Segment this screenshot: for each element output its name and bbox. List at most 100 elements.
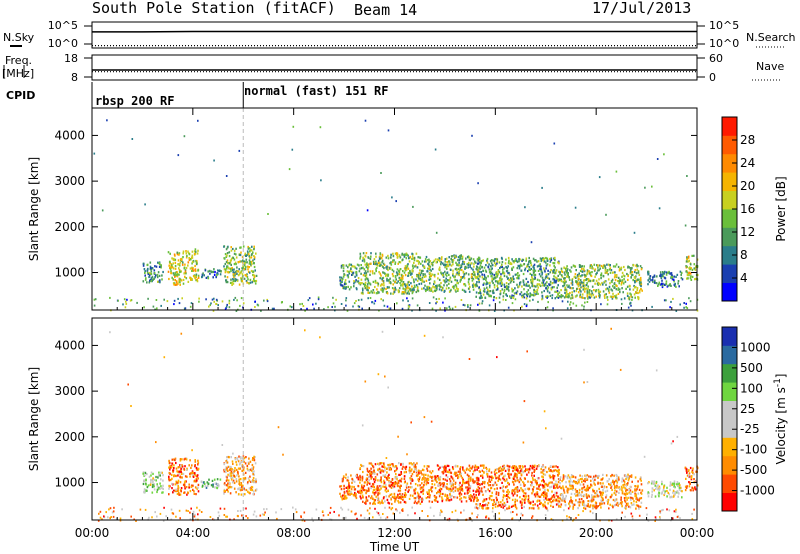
power-cell xyxy=(404,265,407,268)
power-cell xyxy=(432,285,434,288)
velocity-cell xyxy=(168,466,170,469)
power-cell xyxy=(615,284,617,287)
velocity-cell xyxy=(487,488,489,491)
power-cell xyxy=(176,283,178,286)
power-cell xyxy=(383,284,385,287)
power-cell xyxy=(563,296,566,299)
power-cell xyxy=(247,247,250,250)
power-cell xyxy=(502,268,504,271)
power-cell xyxy=(399,268,402,271)
power-cell xyxy=(467,266,469,269)
velocity-cell xyxy=(444,466,446,469)
power-cell xyxy=(534,273,537,276)
velocity-cell xyxy=(408,489,410,492)
power-cell xyxy=(564,282,566,285)
power-cell xyxy=(254,280,256,283)
velocity-cell xyxy=(477,477,480,480)
power-cell xyxy=(406,283,408,286)
velocity-cell xyxy=(176,481,178,484)
velocity-cell xyxy=(223,489,226,492)
velocity-cell xyxy=(528,501,530,504)
velocity-cell xyxy=(422,488,425,491)
power-cell xyxy=(235,278,238,281)
velocity-cell xyxy=(544,501,546,504)
power-cell xyxy=(244,261,247,264)
power-cell xyxy=(450,255,453,258)
velocity-cell xyxy=(499,504,502,507)
power-cell xyxy=(566,275,568,278)
power-cell xyxy=(550,287,553,290)
power-cell xyxy=(636,278,639,281)
power-cell xyxy=(355,274,358,277)
velocity-cell xyxy=(455,471,458,474)
velocity-cell xyxy=(455,474,457,477)
power-cell xyxy=(408,304,411,307)
power-cell xyxy=(558,270,560,273)
velocity-cell xyxy=(547,483,550,486)
power-cell xyxy=(213,159,215,162)
velocity-cell xyxy=(555,465,557,468)
power-cell xyxy=(226,252,229,255)
velocity-cell xyxy=(195,493,197,496)
noise-panel-frame xyxy=(91,21,698,49)
power-cell xyxy=(188,253,191,256)
power-cell xyxy=(418,282,420,286)
velocity-cell xyxy=(183,485,186,488)
power-cell xyxy=(235,263,237,266)
power-cell xyxy=(681,278,684,281)
power-cell xyxy=(579,296,582,299)
power-cell xyxy=(245,279,248,283)
velocity-cell xyxy=(475,476,478,480)
power-cell xyxy=(404,289,407,292)
power-cell xyxy=(360,278,363,281)
power-cell xyxy=(640,288,642,291)
power-cell xyxy=(448,282,450,285)
power-cell xyxy=(618,269,621,272)
velocity-cell xyxy=(503,503,506,506)
power-cell xyxy=(687,260,689,263)
power-cell xyxy=(245,254,247,257)
power-cell xyxy=(549,283,552,286)
velocity-cell xyxy=(532,504,534,507)
velocity-cell xyxy=(459,467,461,470)
power-cell xyxy=(205,298,207,301)
power-cell xyxy=(398,287,401,290)
power-colorbar-tick-label: 4 xyxy=(740,271,748,285)
velocity-cell xyxy=(581,501,584,504)
velocity-cell xyxy=(447,487,449,490)
power-cell xyxy=(150,272,153,276)
velocity-cell xyxy=(156,488,159,491)
power-cell xyxy=(386,277,388,280)
power-cell xyxy=(511,277,514,280)
velocity-cell xyxy=(414,483,417,486)
power-cell xyxy=(476,284,478,288)
velocity-cell xyxy=(516,479,518,482)
power-cell xyxy=(631,266,633,270)
power-cell xyxy=(612,292,614,295)
velocity-cell xyxy=(162,487,164,490)
velocity-cell xyxy=(549,481,552,484)
power-cell xyxy=(343,285,345,289)
power-cell xyxy=(488,268,491,271)
power-cell xyxy=(535,259,537,262)
velocity-cell xyxy=(172,491,174,494)
power-cell xyxy=(505,265,507,269)
power-cell xyxy=(629,292,631,295)
velocity-cell xyxy=(508,468,510,471)
velocity-cell xyxy=(159,474,161,477)
velocity-cell xyxy=(512,467,515,470)
velocity-cell xyxy=(457,470,460,473)
power-cell xyxy=(656,275,658,278)
power-cell xyxy=(631,298,633,301)
velocity-cell xyxy=(233,474,235,477)
velocity-cell xyxy=(339,485,341,488)
velocity-cell xyxy=(185,458,188,461)
velocity-cell xyxy=(472,489,475,492)
power-cell xyxy=(186,254,188,257)
power-cell xyxy=(467,281,470,284)
power-cell xyxy=(366,287,368,290)
velocity-cell xyxy=(181,458,183,461)
velocity-cell xyxy=(381,499,383,502)
velocity-cell xyxy=(516,473,518,476)
power-cell xyxy=(533,259,536,262)
